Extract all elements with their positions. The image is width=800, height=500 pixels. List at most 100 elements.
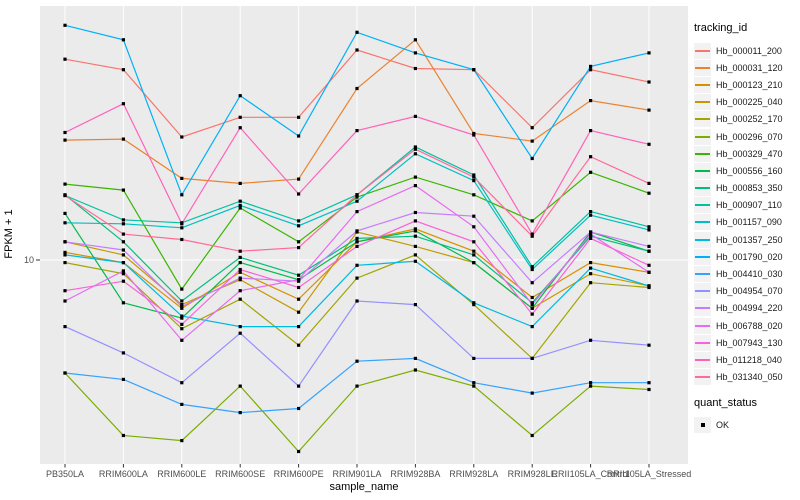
legend-item-label: Hb_007943_130 xyxy=(716,337,783,348)
data-point xyxy=(647,249,651,253)
legend-item-label: Hb_000853_350 xyxy=(716,183,783,194)
legend-item-label: Hb_000252_170 xyxy=(716,114,783,125)
data-point xyxy=(530,301,534,305)
data-point xyxy=(530,391,534,395)
data-point xyxy=(472,249,476,253)
legend-item-Hb_000853_350: Hb_000853_350 xyxy=(694,180,800,197)
data-point xyxy=(647,381,651,385)
data-point xyxy=(297,343,301,347)
data-point xyxy=(355,384,359,388)
legend-item-label: OK xyxy=(716,420,730,431)
data-point xyxy=(647,51,651,55)
data-point xyxy=(121,38,125,42)
x-tick-label: RRIM928LA xyxy=(449,469,498,479)
data-point xyxy=(647,244,651,248)
data-point xyxy=(589,68,593,72)
data-point xyxy=(297,192,301,196)
data-point xyxy=(121,232,125,236)
data-point xyxy=(121,102,125,106)
data-point xyxy=(413,227,417,231)
legend-key xyxy=(694,94,711,111)
data-point xyxy=(413,303,417,307)
data-point xyxy=(121,377,125,381)
data-point xyxy=(297,115,301,119)
data-point xyxy=(238,255,242,259)
data-point xyxy=(530,234,534,238)
line-swatch-icon xyxy=(695,169,710,172)
data-point xyxy=(121,137,125,141)
data-point xyxy=(121,253,125,257)
line-swatch-icon xyxy=(695,83,710,86)
data-point xyxy=(180,193,184,197)
data-point xyxy=(238,276,242,280)
legend-item-Hb_000011_200: Hb_000011_200 xyxy=(694,42,800,59)
line-swatch-icon xyxy=(695,49,710,52)
line-swatch-icon xyxy=(695,290,710,293)
data-point xyxy=(238,115,242,119)
line-swatch-icon xyxy=(695,101,710,104)
data-point xyxy=(297,325,301,329)
data-point xyxy=(589,236,593,240)
data-point xyxy=(180,176,184,180)
data-point xyxy=(63,211,67,215)
data-point xyxy=(63,253,67,257)
data-point xyxy=(647,191,651,195)
data-point xyxy=(355,240,359,244)
data-point xyxy=(647,263,651,267)
data-point xyxy=(297,273,301,277)
data-point xyxy=(647,108,651,112)
data-point xyxy=(238,384,242,388)
data-point xyxy=(530,126,534,130)
data-point xyxy=(238,411,242,415)
data-point xyxy=(297,449,301,454)
data-point xyxy=(530,325,534,329)
data-point xyxy=(355,48,359,52)
data-point xyxy=(413,145,417,149)
data-point xyxy=(472,303,476,307)
data-point xyxy=(530,139,534,143)
data-point xyxy=(355,299,359,303)
data-point xyxy=(297,278,301,282)
legend-item-label: Hb_011218_040 xyxy=(716,354,782,365)
data-point xyxy=(472,225,476,229)
legend-item-Hb_031340_050: Hb_031340_050 xyxy=(694,369,800,386)
data-point xyxy=(589,99,593,103)
x-tick-label: RRIM928BA xyxy=(390,469,440,479)
legend-item-Hb_004410_030: Hb_004410_030 xyxy=(694,265,800,283)
data-point xyxy=(121,261,125,265)
line-swatch-icon xyxy=(695,376,710,379)
legend-item-label: Hb_000556_160 xyxy=(716,165,783,176)
data-point xyxy=(472,253,476,257)
x-tick-label: RRIM600LA xyxy=(99,469,148,479)
data-point xyxy=(355,236,359,240)
data-point xyxy=(238,331,242,335)
legend-key xyxy=(694,214,711,231)
legend-item-Hb_000329_470: Hb_000329_470 xyxy=(694,145,800,162)
data-point xyxy=(472,356,476,360)
data-point xyxy=(589,281,593,285)
data-point xyxy=(472,175,476,179)
data-point xyxy=(297,246,301,250)
data-point xyxy=(355,30,359,34)
line-swatch-icon xyxy=(695,341,710,344)
legend-item-label: Hb_001790_020 xyxy=(716,251,783,262)
data-point xyxy=(530,265,534,269)
legend-item-label: Hb_004410_030 xyxy=(716,269,783,280)
line-swatch-icon xyxy=(695,358,710,361)
data-point xyxy=(472,384,476,388)
legend-title-quant-status: quant_status xyxy=(694,396,757,409)
data-point xyxy=(589,266,593,270)
data-point xyxy=(530,312,534,316)
legend-key xyxy=(694,180,711,197)
data-point xyxy=(297,384,301,388)
data-point xyxy=(647,270,651,274)
data-point xyxy=(530,281,534,285)
data-point xyxy=(647,387,651,392)
legend-key xyxy=(694,197,711,214)
data-point xyxy=(180,222,184,226)
data-point xyxy=(530,303,534,307)
data-point xyxy=(472,214,476,218)
legend-item-Hb_004994_220: Hb_004994_220 xyxy=(694,300,800,317)
legend-item-label: Hb_001357_250 xyxy=(716,234,783,245)
legend-key xyxy=(694,417,711,434)
